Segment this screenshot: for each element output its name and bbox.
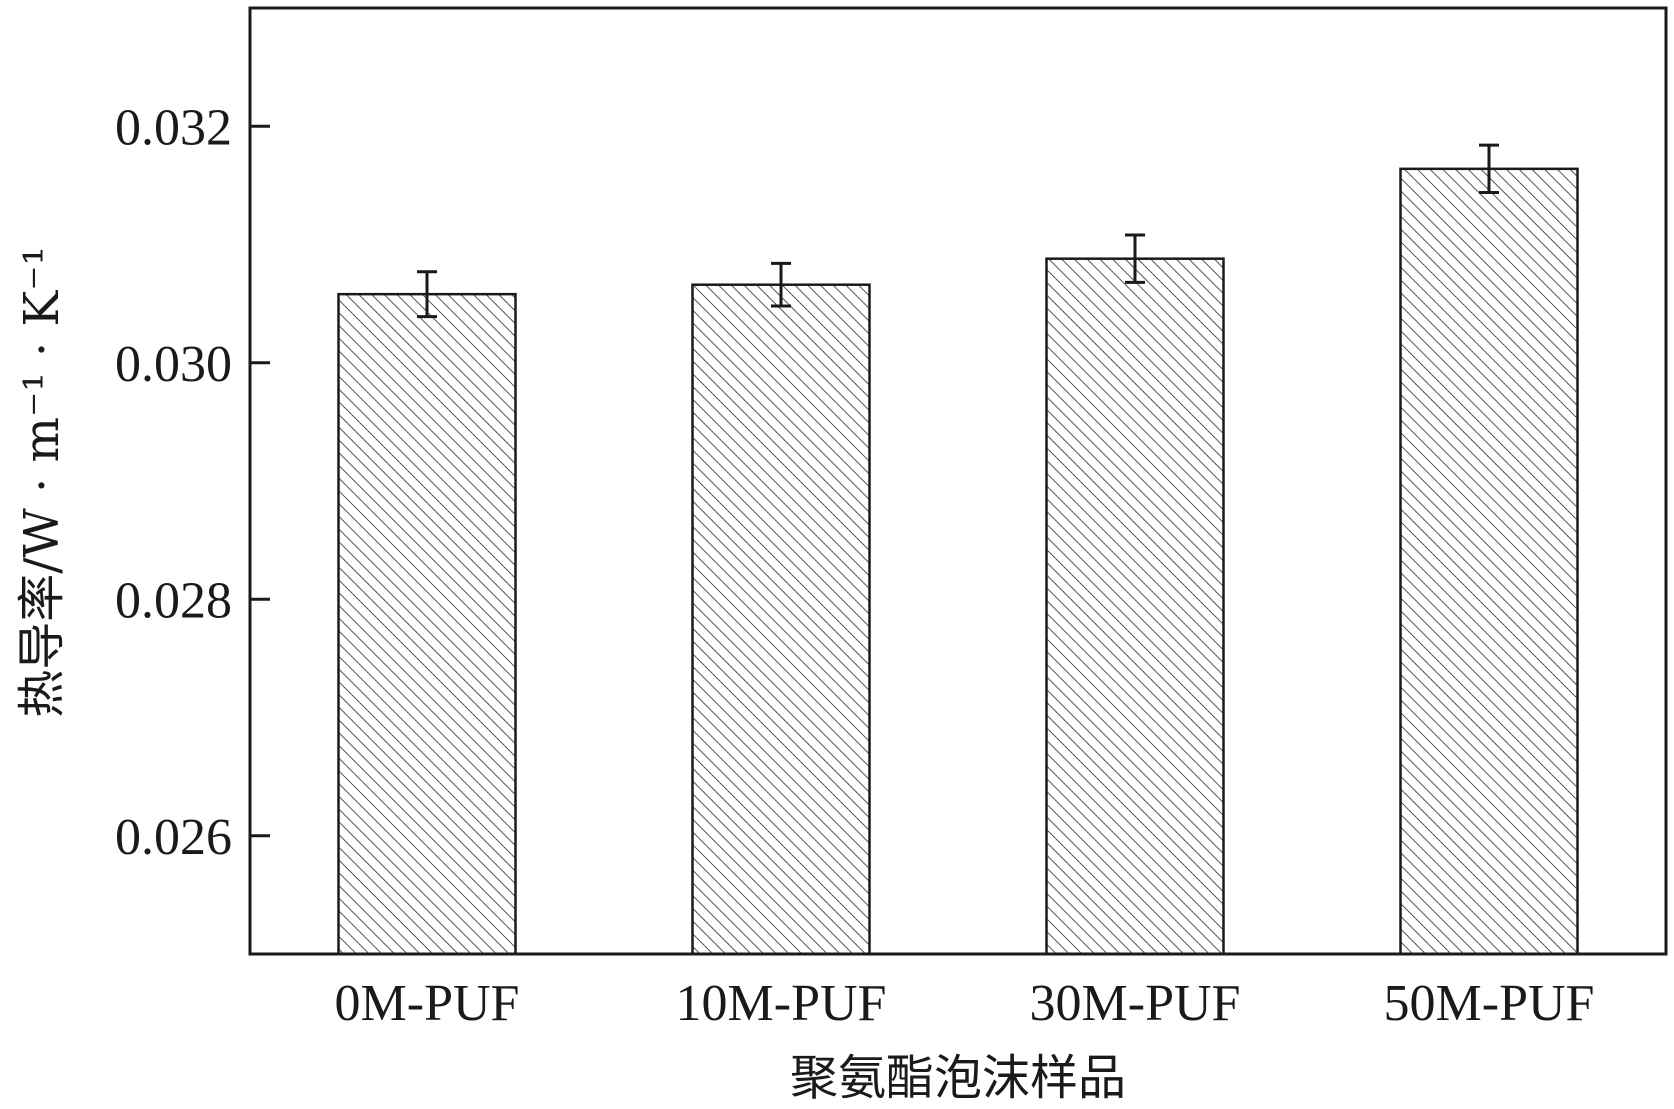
error-bar-10m-puf [771,261,791,308]
y-tick-label: 0.028 [115,572,232,629]
bar-10m-puf [691,283,871,956]
plot-frame [248,6,1668,956]
y-axis: 0.026 0.028 0.030 0.032 [115,99,270,866]
error-bar-0m-puf [417,270,437,319]
error-bar-50m-puf [1479,143,1499,194]
x-tick-label: 10M-PUF [676,975,887,1032]
x-axis-title: 聚氨酯泡沫样品 [790,1050,1126,1106]
bars [337,167,1579,956]
error-bars [417,143,1499,319]
y-tick-label: 0.032 [115,99,232,156]
x-tick-label: 0M-PUF [335,975,520,1032]
y-tick-label: 0.030 [115,336,232,393]
bar-50m-puf [1399,167,1579,956]
y-tick-label: 0.026 [115,809,232,866]
x-tick-label: 50M-PUF [1384,975,1595,1032]
x-axis: 0M-PUF 10M-PUF 30M-PUF 50M-PUF [335,975,1595,1032]
error-bar-30m-puf [1125,233,1145,284]
x-tick-label: 30M-PUF [1030,975,1241,1032]
bar-0m-puf [337,292,517,956]
bar-30m-puf [1045,257,1225,956]
y-axis-title: 热导率/W · m⁻¹ · K⁻¹ [14,246,70,718]
